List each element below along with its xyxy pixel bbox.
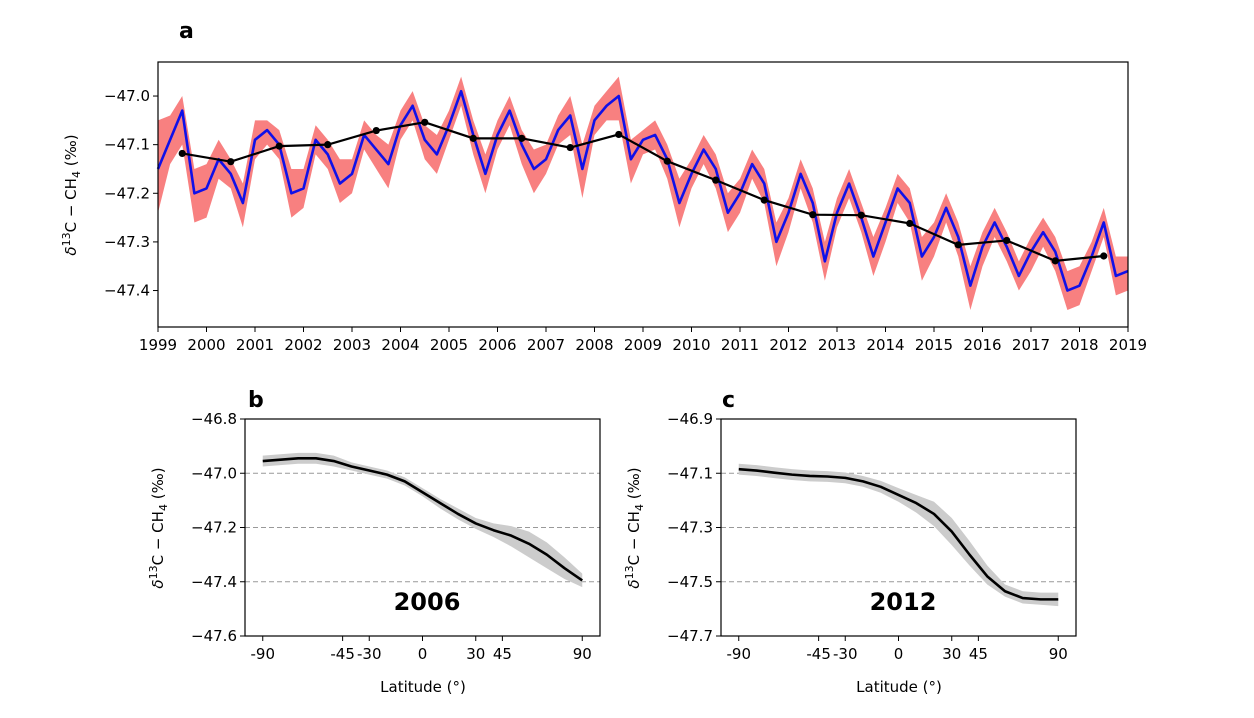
panel-c-x-tick-label: -30 [833, 645, 858, 663]
panel-a-y-tick-label: −47.0 [104, 87, 150, 105]
panel-c-x-tick-label: 45 [969, 645, 988, 663]
annual-mean-point [324, 141, 332, 149]
panel-b-x-ticks: -90 -45 -30 0 30 45 90 [251, 636, 592, 663]
panel-c-y-tick-label: −46.9 [667, 410, 713, 428]
annual-mean-point [227, 158, 235, 166]
panel-b-y-tick-label: −47.4 [191, 573, 237, 591]
panel-b-label: b [248, 388, 264, 413]
panel-a-x-tick-label: 2004 [381, 336, 419, 354]
annual-mean-point [566, 143, 574, 152]
panel-a-label: a [179, 19, 194, 44]
panel-c-x-axis-label: Latitude (°) [856, 678, 942, 696]
annual-mean-point [906, 219, 914, 228]
panel-c-y-axis-label: δ13C − CH4 (‰) [623, 467, 646, 588]
annual-mean-point [954, 241, 962, 249]
panel-a-x-tick-label: 2005 [430, 336, 468, 354]
annual-mean-point [1003, 236, 1011, 245]
annual-mean-point [275, 142, 283, 150]
annual-mean-point [1051, 257, 1059, 265]
panel-a-y-tick-label: −47.4 [104, 282, 150, 300]
panel-a-y-tick-label: −47.1 [104, 136, 150, 154]
panel-a-y-tick-label: −47.2 [104, 184, 150, 202]
panel-b-x-tick-label: 45 [493, 645, 512, 663]
panel-c-profile-line [738, 467, 1059, 601]
annual-mean-point [857, 211, 865, 219]
panel-a-plot-area [156, 76, 1129, 310]
panel-b-profile-line [262, 457, 583, 582]
annual-mean-point [760, 196, 768, 204]
panel-b-plot-area [245, 452, 600, 588]
panel-c-x-tick-label: -45 [806, 645, 831, 663]
panel-a-x-tick-label: 2009 [624, 336, 662, 354]
annual-mean-point [615, 130, 623, 139]
panel-b-x-tick-label: -45 [330, 645, 355, 663]
panel-a-x-tick-label: 2011 [721, 336, 759, 354]
annual-mean-point [421, 118, 429, 126]
panel-b-y-tick-label: −47.2 [191, 519, 237, 537]
panel-a-x-tick-label: 2019 [1109, 336, 1147, 354]
panel-c-y-tick-label: −47.7 [667, 627, 713, 645]
panel-a-x-tick-label: 2003 [333, 336, 371, 354]
panel-b-x-tick-label: 30 [466, 645, 485, 663]
panel-a-x-tick-label: 2017 [1012, 336, 1050, 354]
annual-mean-point [372, 126, 380, 135]
panel-b-y-tick-label: −47.0 [191, 464, 237, 482]
panel-b-y-tick-label: −46.8 [191, 410, 237, 428]
panel-b-x-tick-label: 0 [418, 645, 428, 663]
panel-a-x-tick-label: 2000 [187, 336, 225, 354]
panel-b-x-tick-label: -30 [357, 645, 382, 663]
panel-a-x-tick-label: 2016 [963, 336, 1001, 354]
panel-a-y-ticks: −47.4 −47.3 −47.2 −47.1 −47.0 [104, 87, 158, 300]
panel-b-y-tick-label: −47.6 [191, 627, 237, 645]
panel-a-x-tick-label: 1999 [139, 336, 177, 354]
panel-c-plot-area [721, 463, 1076, 607]
panel-a-x-tick-label: 2002 [284, 336, 322, 354]
panel-c-x-tick-label: -90 [727, 645, 752, 663]
panel-c-x-tick-label: 30 [942, 645, 961, 663]
annual-mean-point [663, 157, 671, 165]
annual-mean-point [518, 134, 526, 142]
panel-c-year-annotation: 2012 [870, 588, 937, 616]
panel-a-x-tick-label: 2006 [478, 336, 516, 354]
panel-a-x-tick-label: 2012 [769, 336, 807, 354]
panel-a-y-axis-label: δ13C − CH4 (‰) [60, 134, 83, 255]
panel-b: b -90 -45 -30 0 30 45 90 −47.6−47.4−47.2−47.0−… [147, 388, 601, 696]
panel-a-x-tick-label: 2001 [236, 336, 274, 354]
panel-b-year-annotation: 2006 [394, 588, 461, 616]
panel-a-x-tick-label: 2015 [915, 336, 953, 354]
panel-c-uncertainty-band [738, 463, 1059, 607]
panel-b-x-tick-label: 90 [573, 645, 592, 663]
panel-a-x-tick-label: 2008 [575, 336, 613, 354]
panel-a-x-tick-label: 2013 [818, 336, 856, 354]
annual-mean-point [809, 211, 817, 219]
panel-a-x-tick-label: 2014 [866, 336, 904, 354]
annual-mean-point [1100, 252, 1108, 260]
panel-c-y-tick-label: −47.3 [667, 519, 713, 537]
panel-a-x-tick-label: 2010 [672, 336, 710, 354]
annual-mean-line [182, 121, 1104, 262]
panel-b-x-axis-label: Latitude (°) [380, 678, 466, 696]
annual-mean-point [178, 149, 186, 158]
panel-c-y-tick-label: −47.5 [667, 573, 713, 591]
panel-a-x-ticks: 1999 2000 2001 2002 2003 2004 2005 2006 2007 2008… [139, 327, 1147, 354]
panel-a-x-tick-label: 2007 [527, 336, 565, 354]
uncertainty-band [158, 76, 1128, 310]
panel-a-x-tick-label: 2018 [1060, 336, 1098, 354]
panel-c-x-tick-label: 0 [894, 645, 904, 663]
panel-c-x-tick-label: 90 [1049, 645, 1068, 663]
panel-b-x-tick-label: -90 [251, 645, 276, 663]
panel-c-label: c [722, 388, 735, 413]
panel-b-y-ticks: −47.6 −47.4 −47.2 −47.0 −46.8 [191, 410, 245, 645]
panel-b-y-axis-label: δ13C − CH4 (‰) [147, 467, 170, 588]
panel-c-x-ticks: -90 -45 -30 0 30 45 90 [727, 636, 1068, 663]
panel-c-y-tick-label: −47.1 [667, 464, 713, 482]
panel-a-y-tick-label: −47.3 [104, 233, 150, 251]
panel-c-y-ticks: −47.7 −47.5 −47.3 −47.1 −46.9 [667, 410, 721, 645]
annual-mean-point [469, 134, 477, 142]
panel-c: c -90 -45 -30 0 30 45 90 −47.7−47.5−47.3−47.1−… [623, 388, 1077, 696]
annual-mean-point [712, 176, 720, 184]
panel-a: a 1999 2000 2001 2002 2003 2004 2005 2006 2007 20… [60, 19, 1147, 354]
